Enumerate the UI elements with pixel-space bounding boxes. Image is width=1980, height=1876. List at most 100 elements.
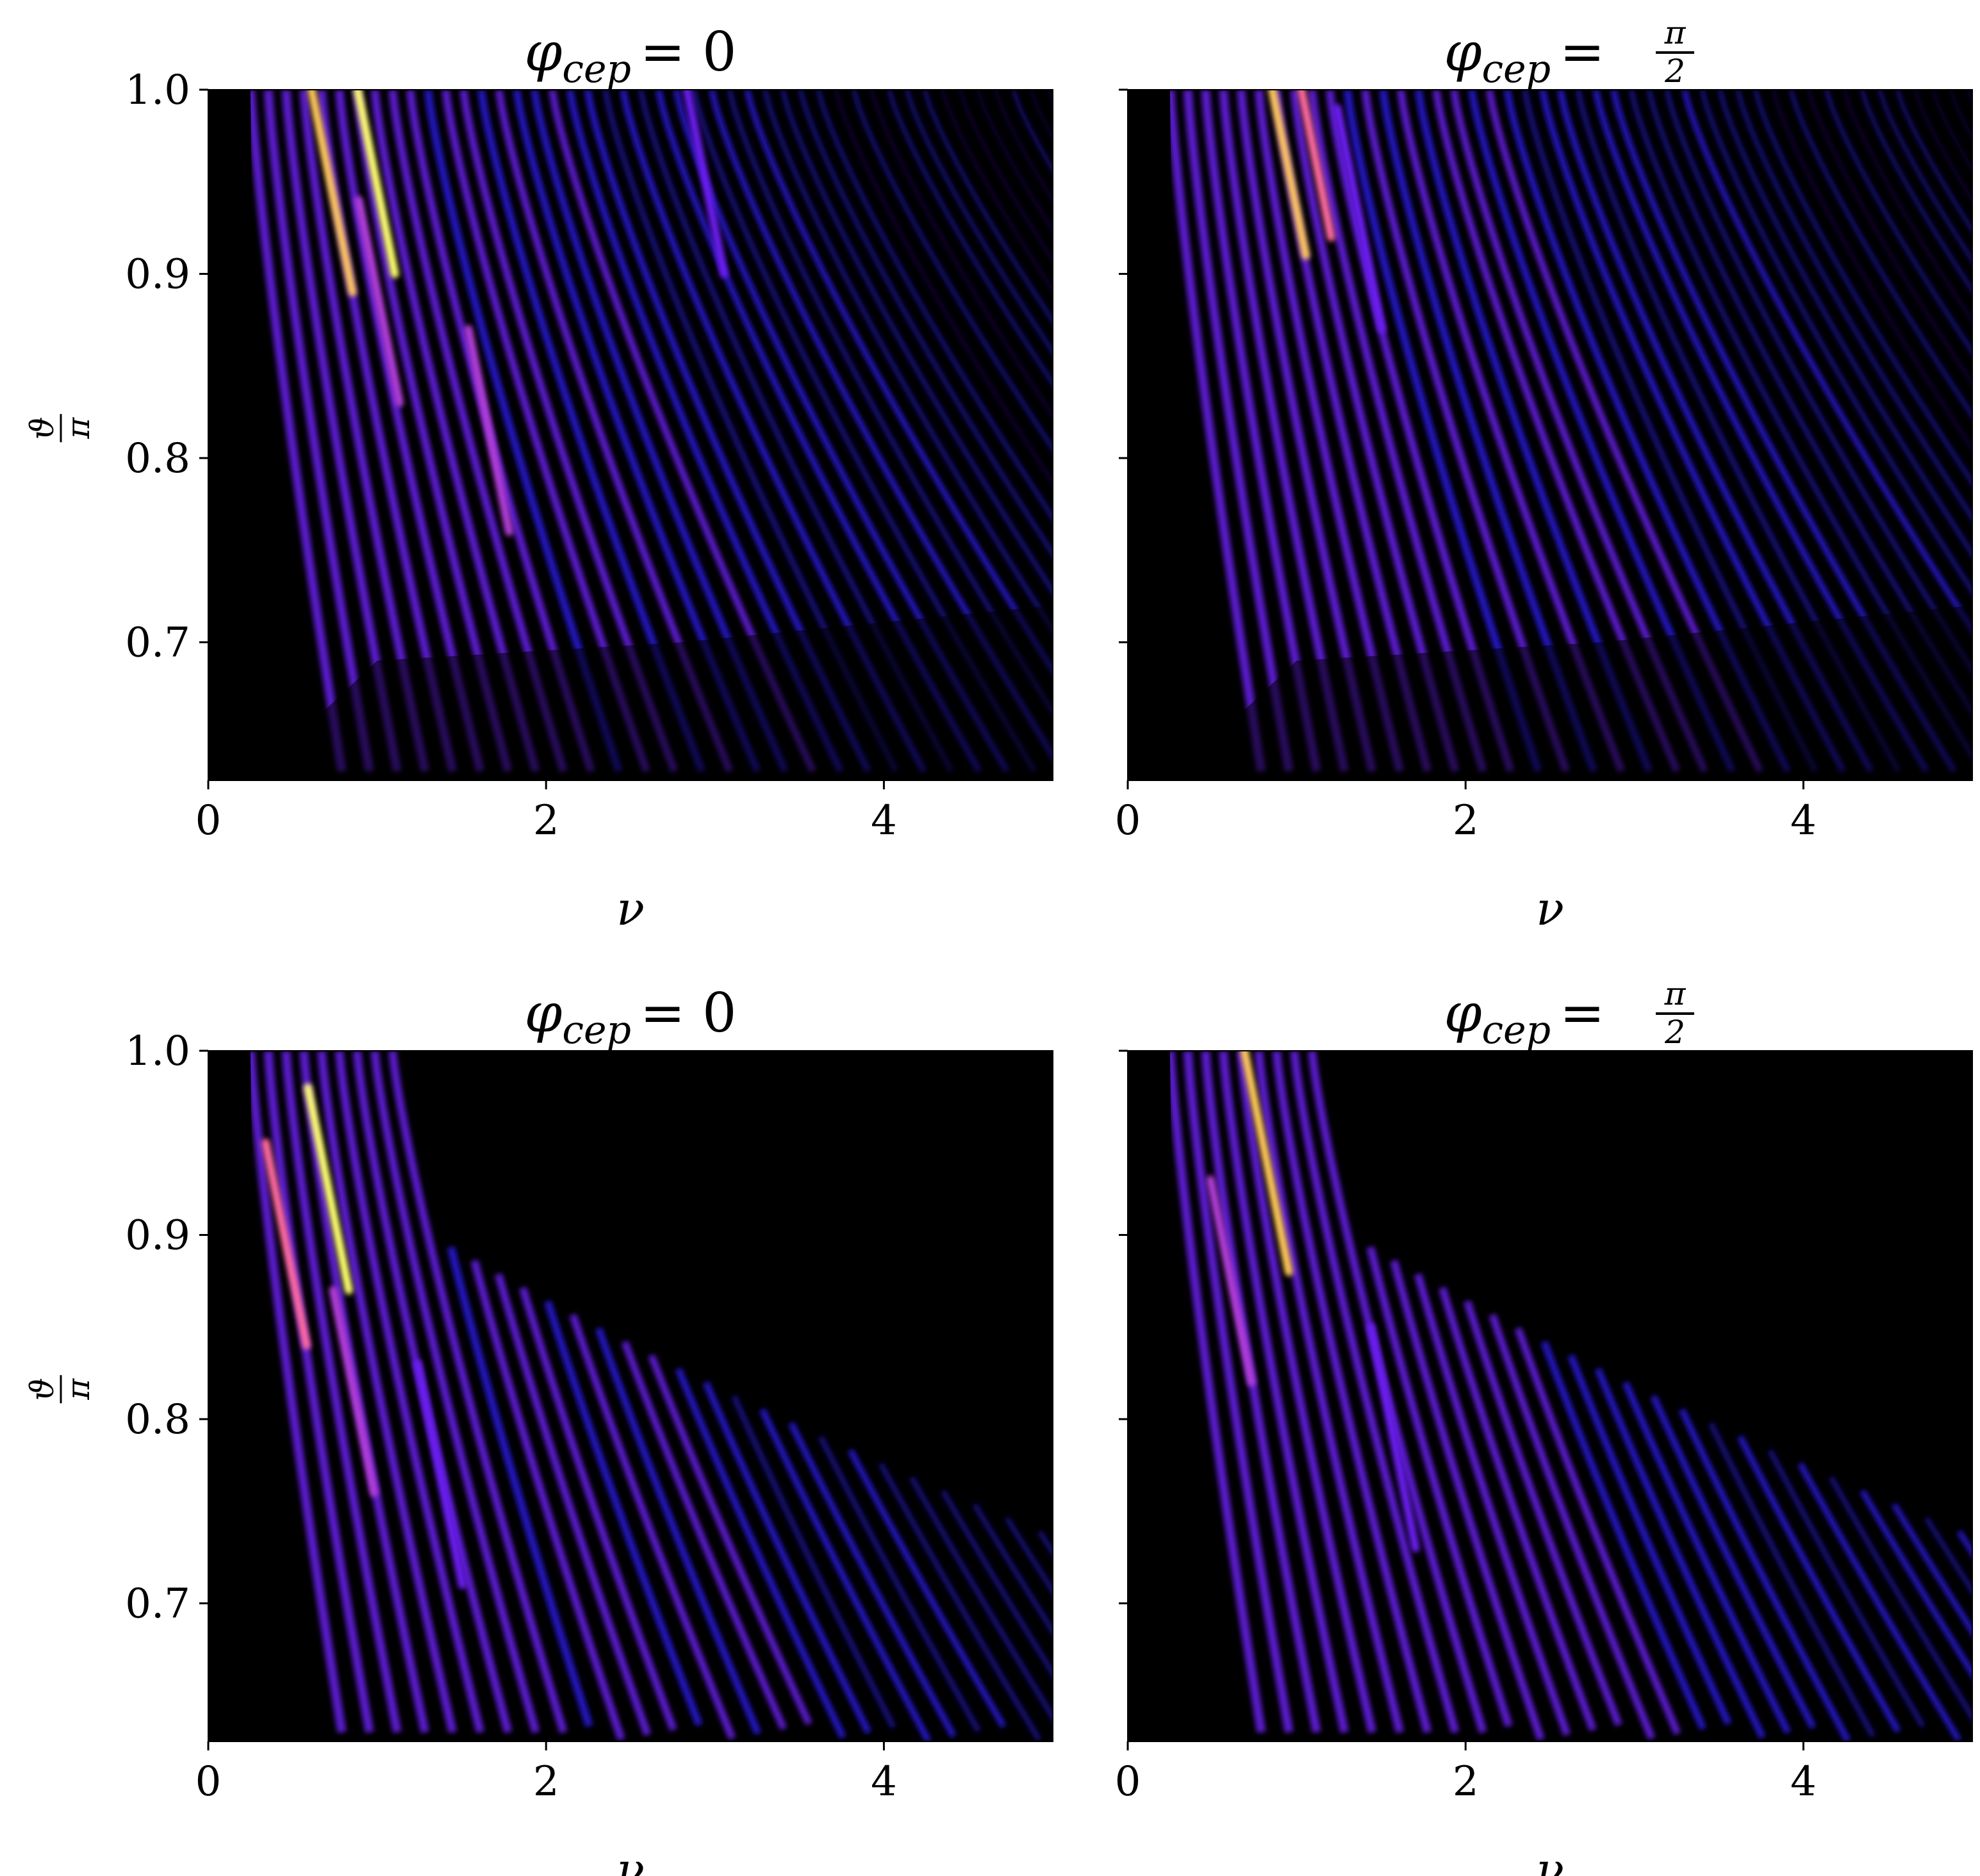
fringe-stripe	[370, 1051, 540, 1734]
fringe-stripe	[762, 90, 1053, 636]
fringe-stripe	[281, 1051, 402, 1733]
y-tick-label: 1.0	[125, 1028, 190, 1075]
hotspot	[1297, 90, 1335, 242]
fringe-stripe	[317, 1051, 457, 1734]
fringe-stripe	[957, 90, 1053, 265]
fringe-stripe	[1004, 1516, 1053, 1597]
hotspot	[682, 90, 729, 278]
fringe-stripe	[1717, 90, 1972, 559]
fringe-stripe	[281, 90, 402, 772]
fringe-stripe	[1464, 1300, 1622, 1727]
fringe-stripe	[1924, 1516, 1972, 1597]
hotspot	[304, 1083, 353, 1295]
fringe-stripe	[818, 1435, 982, 1733]
svg-text:ϑ: ϑ	[24, 416, 61, 440]
panel-bottom-left: 0 2 4 0.7 0.8 0.9 1.0 ν ϑπ φcep = 0	[24, 982, 1053, 1876]
hotspot	[1240, 1051, 1293, 1276]
fringe-stripe	[886, 90, 1053, 388]
svg-text:φcep= 0: φcep = 0	[525, 982, 737, 1053]
y-axis-label: ϑπ	[24, 1375, 97, 1404]
fringe-stripe	[447, 1246, 593, 1727]
hotspot	[1206, 1175, 1256, 1386]
hotspot	[1333, 104, 1386, 334]
fringe-stripe	[1842, 90, 1972, 325]
hotspot	[354, 196, 404, 407]
hotspot	[464, 325, 514, 536]
fringe-stripe	[1767, 1449, 1926, 1729]
fringe-stripe	[299, 90, 429, 772]
fringe-stripe	[1622, 1381, 1792, 1734]
y-tick-label: 0.9	[125, 251, 190, 298]
fringe-stripe	[263, 90, 374, 772]
svg-text:π: π	[60, 417, 97, 440]
heatmap-field	[1128, 90, 1972, 780]
svg-text:2: 2	[1664, 1014, 1685, 1051]
panel-title: φcep = 0	[525, 982, 737, 1053]
x-tick-label: 2	[1453, 797, 1479, 844]
fringe-stripe	[833, 90, 1053, 488]
y-tick-label: 0.7	[125, 1580, 190, 1627]
fringe-stripe	[1681, 90, 1972, 636]
fringe-stripe	[1828, 1476, 1972, 1723]
fringe-stripe	[1254, 1051, 1405, 1734]
fringe-stripe	[1414, 1273, 1571, 1736]
fringe-stripe	[1366, 1246, 1513, 1727]
hotspot	[1367, 1322, 1420, 1552]
svg-text:π: π	[1664, 975, 1687, 1012]
fringe-stripe	[1390, 1260, 1545, 1741]
hotspot	[307, 90, 357, 297]
dark-region	[411, 1051, 1053, 1401]
hotspot	[329, 1286, 379, 1497]
plot-frame	[1127, 1050, 1973, 1742]
fringe-stripe	[1699, 90, 1972, 597]
fringe-stripe	[1788, 90, 1972, 420]
x-tick-label: 4	[1790, 1758, 1817, 1806]
dark-region	[1128, 90, 1179, 780]
fringe-stripe	[494, 1273, 652, 1736]
dark-region	[208, 90, 260, 780]
plot-frame	[208, 1050, 1053, 1742]
x-tick-label: 2	[1453, 1758, 1479, 1806]
fringe-stripe	[1650, 1394, 1817, 1729]
fringe-stripe	[868, 90, 1053, 420]
x-axis-label: ν	[616, 882, 645, 935]
x-tick-label: 4	[1790, 797, 1817, 844]
dark-region	[1128, 1051, 1179, 1741]
fringe-stripe	[702, 1381, 872, 1734]
fringe-stripe	[1514, 1327, 1681, 1736]
fringe-stripe	[730, 1394, 897, 1729]
dark-region	[208, 1051, 260, 1741]
fringe-stripe	[1891, 1502, 1972, 1637]
fringe-stripe	[1219, 90, 1349, 772]
plot-frame	[208, 89, 1053, 781]
fringe-stripe	[1567, 1354, 1732, 1725]
fringe-stripe	[1824, 90, 1972, 356]
hotspot	[353, 90, 399, 278]
fringe-stripe	[544, 1300, 703, 1727]
fringe-stripe	[648, 1354, 813, 1725]
x-axis-label: ν	[616, 1843, 645, 1876]
heatmap-field	[1128, 1051, 1972, 1741]
fringe-stripe	[470, 1260, 625, 1741]
fringe-stripe	[788, 1422, 957, 1738]
fringe-stripe	[1201, 1051, 1321, 1733]
x-tick-label: 4	[871, 797, 897, 844]
dark-region	[1330, 1051, 1972, 1401]
fringe-stripe	[1594, 1367, 1766, 1739]
svg-text:φcep= 0: φcep = 0	[525, 21, 737, 92]
heatmap-field	[208, 1051, 1053, 1741]
fringe-stripe	[975, 90, 1053, 234]
fringe-stripe	[1753, 90, 1972, 488]
x-tick-label: 0	[195, 797, 222, 844]
fringe-stripe	[245, 1051, 347, 1733]
fringe-stripe	[1165, 1051, 1266, 1733]
hotspot	[1268, 90, 1310, 260]
fringe-stripe	[1737, 1435, 1901, 1733]
x-tick-label: 0	[1115, 1758, 1141, 1806]
fringe-stripe	[940, 1489, 1053, 1679]
svg-text:ϑ: ϑ	[24, 1378, 61, 1401]
svg-text:2: 2	[1664, 53, 1685, 90]
